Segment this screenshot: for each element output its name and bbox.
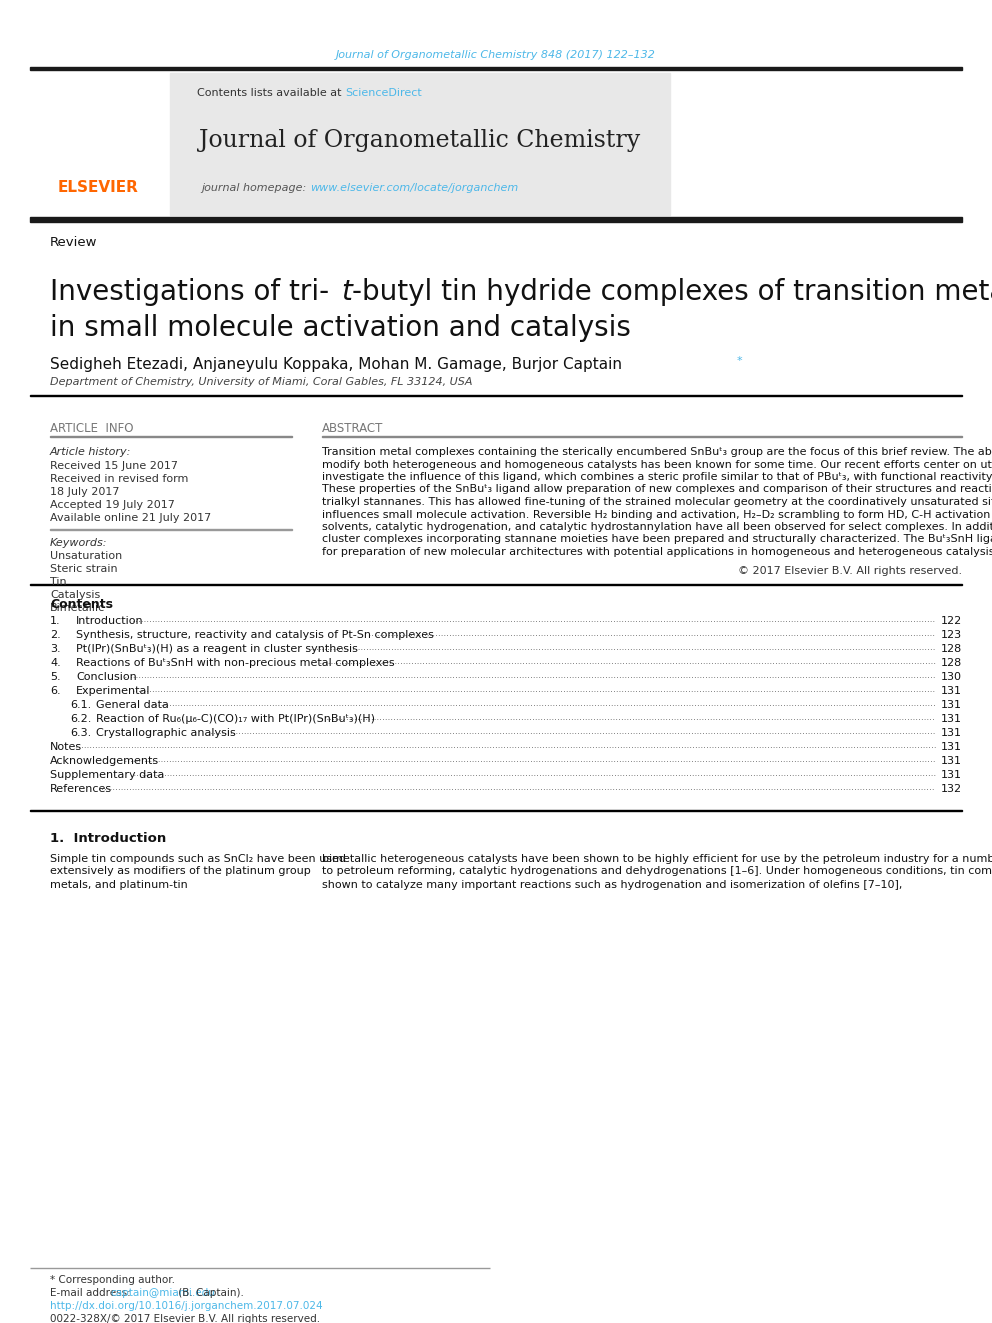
Text: for preparation of new molecular architectures with potential applications in ho: for preparation of new molecular archite…: [322, 546, 992, 557]
Text: 131: 131: [941, 713, 962, 724]
Text: 130: 130: [941, 672, 962, 681]
Text: 1.: 1.: [50, 615, 61, 626]
Text: Introduction: Introduction: [76, 615, 144, 626]
Text: extensively as modifiers of the platinum group: extensively as modifiers of the platinum…: [50, 867, 310, 877]
Text: Reaction of Ru₆(μ₆-C)(CO)₁₇ with Pt(IPr)(SnBuᵗ₃)(H): Reaction of Ru₆(μ₆-C)(CO)₁₇ with Pt(IPr)…: [96, 713, 375, 724]
Text: ARTICLE  INFO: ARTICLE INFO: [50, 422, 134, 434]
Text: *: *: [737, 356, 743, 366]
Text: cluster complexes incorporating stannane moieties have been prepared and structu: cluster complexes incorporating stannane…: [322, 534, 992, 545]
Text: 2.: 2.: [50, 630, 61, 639]
Text: Accepted 19 July 2017: Accepted 19 July 2017: [50, 500, 175, 509]
Text: metals, and platinum-tin: metals, and platinum-tin: [50, 880, 187, 889]
Text: Crystallographic analysis: Crystallographic analysis: [96, 728, 236, 737]
Text: influences small molecule activation. Reversible H₂ binding and activation, H₂–D: influences small molecule activation. Re…: [322, 509, 992, 520]
Text: Review: Review: [50, 235, 97, 249]
Text: 0022-328X/© 2017 Elsevier B.V. All rights reserved.: 0022-328X/© 2017 Elsevier B.V. All right…: [50, 1314, 320, 1323]
Text: ABSTRACT: ABSTRACT: [322, 422, 383, 434]
Text: Journal of Organometallic Chemistry 848 (2017) 122–132: Journal of Organometallic Chemistry 848 …: [336, 50, 656, 60]
Text: Simple tin compounds such as SnCl₂ have been used: Simple tin compounds such as SnCl₂ have …: [50, 853, 346, 864]
Bar: [30, 67, 962, 70]
Text: Unsaturation: Unsaturation: [50, 550, 122, 561]
Text: solvents, catalytic hydrogenation, and catalytic hydrostannylation have all been: solvents, catalytic hydrogenation, and c…: [322, 523, 992, 532]
Text: 1.  Introduction: 1. Introduction: [50, 832, 167, 845]
Text: modify both heterogeneous and homogeneous catalysts has been known for some time: modify both heterogeneous and homogeneou…: [322, 459, 992, 470]
Text: Bimetallic: Bimetallic: [50, 603, 105, 613]
Text: 128: 128: [940, 643, 962, 654]
Text: 123: 123: [940, 630, 962, 639]
Text: Pt(IPr)(SnBuᵗ₃)(H) as a reagent in cluster synthesis: Pt(IPr)(SnBuᵗ₃)(H) as a reagent in clust…: [76, 643, 358, 654]
Text: Steric strain: Steric strain: [50, 564, 118, 574]
Text: in small molecule activation and catalysis: in small molecule activation and catalys…: [50, 314, 631, 343]
Text: Notes: Notes: [50, 741, 82, 751]
Text: shown to catalyze many important reactions such as hydrogenation and isomerizati: shown to catalyze many important reactio…: [322, 880, 903, 889]
Text: 131: 131: [941, 755, 962, 766]
Text: 131: 131: [941, 728, 962, 737]
Text: 6.: 6.: [50, 685, 61, 696]
Text: 5.: 5.: [50, 672, 61, 681]
Text: t: t: [341, 278, 352, 306]
Text: 3.: 3.: [50, 643, 61, 654]
Text: Reactions of Buᵗ₃SnH with non-precious metal complexes: Reactions of Buᵗ₃SnH with non-precious m…: [76, 658, 395, 668]
Text: Contents lists available at: Contents lists available at: [197, 89, 345, 98]
Text: Article history:: Article history:: [50, 447, 131, 456]
Text: References: References: [50, 783, 112, 794]
Text: Journal of Organometallic Chemistry: Journal of Organometallic Chemistry: [199, 128, 641, 152]
Text: to petroleum reforming, catalytic hydrogenations and dehydrogenations [1–6]. Und: to petroleum reforming, catalytic hydrog…: [322, 867, 992, 877]
Text: 122: 122: [940, 615, 962, 626]
Text: 131: 131: [941, 685, 962, 696]
Text: 6.1.: 6.1.: [70, 700, 91, 709]
Text: Catalysis: Catalysis: [50, 590, 100, 601]
Text: 131: 131: [941, 770, 962, 779]
Text: bimetallic heterogeneous catalysts have been shown to be highly efficient for us: bimetallic heterogeneous catalysts have …: [322, 853, 992, 864]
Text: 132: 132: [940, 783, 962, 794]
Text: Conclusion: Conclusion: [76, 672, 137, 681]
Text: Available online 21 July 2017: Available online 21 July 2017: [50, 513, 211, 523]
Text: © 2017 Elsevier B.V. All rights reserved.: © 2017 Elsevier B.V. All rights reserved…: [738, 565, 962, 576]
Text: Received in revised form: Received in revised form: [50, 474, 188, 484]
Text: General data: General data: [96, 700, 169, 709]
Text: www.elsevier.com/locate/jorganchem: www.elsevier.com/locate/jorganchem: [310, 183, 518, 193]
Text: Received 15 June 2017: Received 15 June 2017: [50, 460, 178, 471]
Text: investigate the influence of this ligand, which combines a steric profile simila: investigate the influence of this ligand…: [322, 472, 992, 482]
Text: Contents: Contents: [50, 598, 113, 611]
Text: ScienceDirect: ScienceDirect: [345, 89, 422, 98]
Text: Tin: Tin: [50, 577, 66, 587]
Text: (B. Captain).: (B. Captain).: [176, 1289, 244, 1298]
Text: * Corresponding author.: * Corresponding author.: [50, 1275, 175, 1285]
Text: Department of Chemistry, University of Miami, Coral Gables, FL 33124, USA: Department of Chemistry, University of M…: [50, 377, 472, 388]
Text: trialkyl stannanes. This has allowed fine-tuning of the strained molecular geome: trialkyl stannanes. This has allowed fin…: [322, 497, 992, 507]
Text: E-mail address:: E-mail address:: [50, 1289, 134, 1298]
Text: Transition metal complexes containing the sterically encumbered SnBuᵗ₃ group are: Transition metal complexes containing th…: [322, 447, 992, 456]
Text: 18 July 2017: 18 July 2017: [50, 487, 119, 497]
Text: 128: 128: [940, 658, 962, 668]
Text: Acknowledgements: Acknowledgements: [50, 755, 159, 766]
Text: Supplementary data: Supplementary data: [50, 770, 165, 779]
Text: journal homepage:: journal homepage:: [201, 183, 310, 193]
Text: Sedigheh Etezadi, Anjaneyulu Koppaka, Mohan M. Gamage, Burjor Captain: Sedigheh Etezadi, Anjaneyulu Koppaka, Mo…: [50, 356, 622, 372]
Text: 4.: 4.: [50, 658, 61, 668]
Bar: [30, 217, 962, 222]
Text: 6.2.: 6.2.: [70, 713, 91, 724]
Text: Synthesis, structure, reactivity and catalysis of Pt-Sn complexes: Synthesis, structure, reactivity and cat…: [76, 630, 434, 639]
Text: captain@miami.edu: captain@miami.edu: [111, 1289, 215, 1298]
Text: 131: 131: [941, 700, 962, 709]
Text: Experimental: Experimental: [76, 685, 151, 696]
Text: -butyl tin hydride complexes of transition metals: -butyl tin hydride complexes of transiti…: [352, 278, 992, 306]
Bar: [170, 73, 670, 216]
Text: http://dx.doi.org/10.1016/j.jorganchem.2017.07.024: http://dx.doi.org/10.1016/j.jorganchem.2…: [50, 1301, 322, 1311]
Text: 131: 131: [941, 741, 962, 751]
Text: ELSEVIER: ELSEVIER: [58, 180, 139, 196]
Text: Keywords:: Keywords:: [50, 538, 107, 548]
Text: 6.3.: 6.3.: [70, 728, 91, 737]
Text: These properties of the SnBuᵗ₃ ligand allow preparation of new complexes and com: These properties of the SnBuᵗ₃ ligand al…: [322, 484, 992, 495]
Text: Investigations of tri-: Investigations of tri-: [50, 278, 329, 306]
